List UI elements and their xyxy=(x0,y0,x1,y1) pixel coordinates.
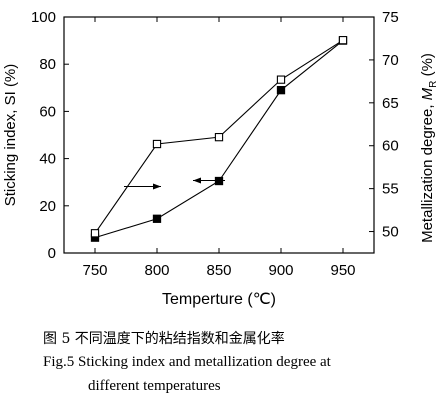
figure-caption-english-line1: Fig.5 Sticking index and metallization d… xyxy=(43,354,331,370)
series-2-point xyxy=(152,139,162,149)
arrow-layer xyxy=(124,177,225,190)
right-y-axis: 50 55 60 65 70 75 xyxy=(369,9,399,241)
right-y-tick-label: 65 xyxy=(382,95,399,112)
left-y-tick-label: 40 xyxy=(39,151,56,168)
left-y-tick-label: 20 xyxy=(39,198,56,215)
x-tick-label: 750 xyxy=(82,262,107,279)
right-y-axis-title-subscript: R xyxy=(428,81,439,88)
series-layer xyxy=(90,36,348,242)
x-tick-label: 850 xyxy=(206,262,231,279)
figure-caption-english-line2: different temperatures xyxy=(88,378,221,394)
left-y-axis: 0 20 40 60 80 100 xyxy=(31,9,69,262)
left-y-tick-label: 80 xyxy=(39,56,56,73)
arrow-left-head xyxy=(193,177,201,184)
series-2-point xyxy=(338,36,348,45)
right-y-tick-label: 50 xyxy=(382,224,399,241)
series-1-point xyxy=(152,214,162,223)
series-2-point xyxy=(90,229,100,238)
right-y-axis-title: Metallization degree, MR (%) xyxy=(419,53,439,243)
left-y-tick-label: 100 xyxy=(31,9,56,26)
right-y-axis-title-tail: (%) xyxy=(419,53,436,81)
right-y-tick-label: 75 xyxy=(382,9,399,26)
series-2-point xyxy=(276,75,286,84)
left-y-tick-label: 0 xyxy=(48,245,56,262)
x-tick-label: 900 xyxy=(268,262,293,279)
series-1-point xyxy=(214,176,224,186)
x-tick-label: 800 xyxy=(144,262,169,279)
left-y-axis-title: Sticking index, SI (%) xyxy=(2,64,19,207)
chart: 750 800 850 900 950 0 20 40 60 80 100 50 55 60 65 70 7… xyxy=(2,9,439,308)
right-y-axis-title-symbol: M xyxy=(419,87,436,100)
x-tick-label: 950 xyxy=(330,262,355,279)
series-1-point xyxy=(276,86,286,95)
arrow-right-head xyxy=(153,183,161,190)
figure-caption-chinese: 图 5 不同温度下的粘结指数和金属化率 xyxy=(43,331,285,347)
right-y-tick-label: 55 xyxy=(382,181,399,198)
right-y-tick-label: 70 xyxy=(382,52,399,69)
series-2-point xyxy=(214,132,224,142)
right-y-axis-title-main: Metallization degree, xyxy=(419,100,436,243)
left-y-tick-label: 60 xyxy=(39,103,56,120)
x-axis: 750 800 850 900 950 xyxy=(82,17,356,279)
x-axis-title: Temperture (℃) xyxy=(162,291,276,308)
right-y-tick-label: 60 xyxy=(382,138,399,155)
